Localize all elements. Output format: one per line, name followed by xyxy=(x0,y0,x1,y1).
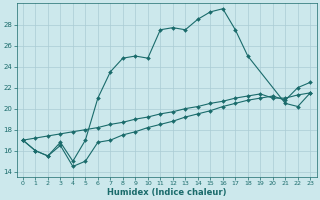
X-axis label: Humidex (Indice chaleur): Humidex (Indice chaleur) xyxy=(107,188,226,197)
